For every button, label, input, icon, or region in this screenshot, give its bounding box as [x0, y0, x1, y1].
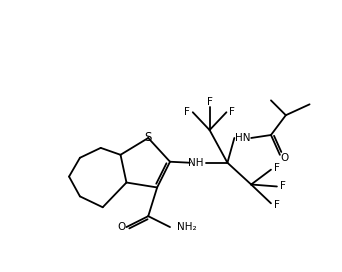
Text: F: F: [274, 163, 280, 173]
Text: O: O: [117, 222, 126, 232]
Text: F: F: [274, 200, 280, 210]
Text: F: F: [229, 107, 235, 117]
Text: S: S: [145, 131, 152, 144]
Text: F: F: [184, 107, 190, 117]
Text: NH₂: NH₂: [177, 222, 197, 232]
Text: F: F: [207, 97, 212, 107]
Text: O: O: [281, 153, 289, 163]
Text: NH: NH: [188, 158, 203, 168]
Text: HN: HN: [235, 133, 250, 143]
Text: F: F: [280, 181, 286, 191]
